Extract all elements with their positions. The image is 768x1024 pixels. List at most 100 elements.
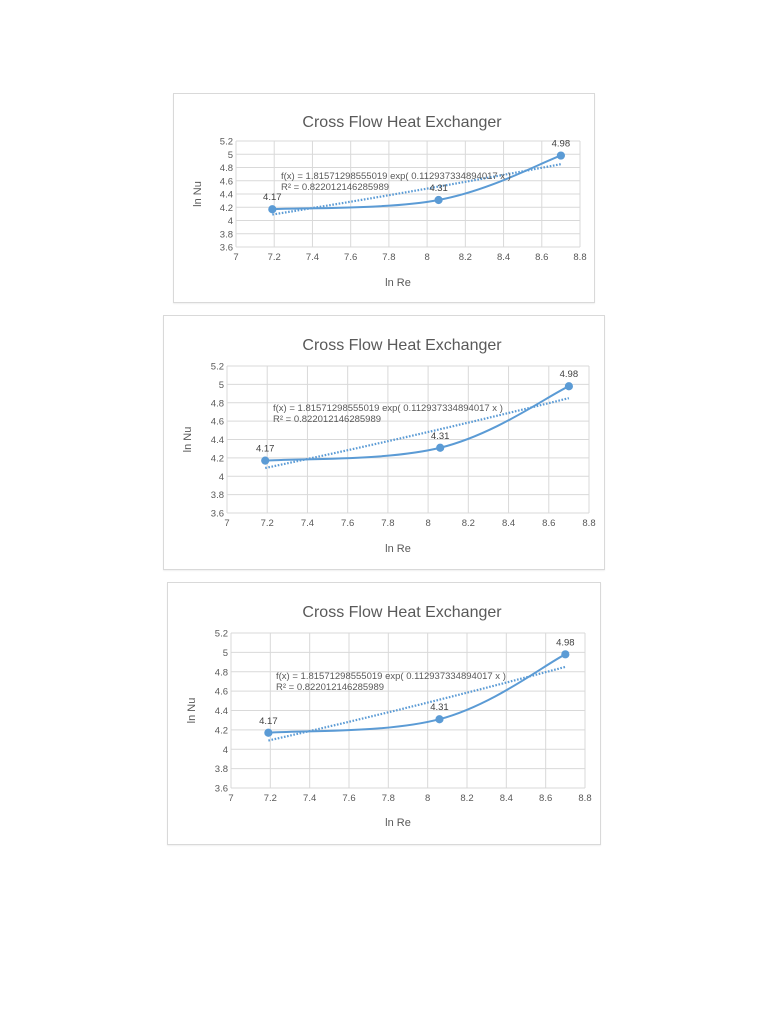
trendline [264,397,570,470]
y-tick-label: 4.2 [211,453,224,464]
x-tick-label: 8 [425,793,430,804]
chart-title: Cross Flow Heat Exchanger [302,337,502,354]
x-tick-label: 8.8 [582,518,595,529]
data-point-marker[interactable] [564,382,573,391]
x-axis-ticks: 7 7.2 7.4 7.6 7.8 8 8.2 8.4 8.6 8.8 [233,252,586,263]
y-tick-label: 3.6 [220,243,233,254]
x-tick-label: 8.6 [535,252,548,263]
chart-title: Cross Flow Heat Exchanger [302,114,502,131]
y-tick-label: 4.6 [211,417,224,428]
y-tick-label: 3.6 [215,784,228,795]
data-point-marker[interactable] [561,650,570,659]
y-tick-label: 5 [228,150,233,161]
x-axis-label: ln Re [385,543,411,555]
x-tick-label: 8.2 [462,518,475,529]
x-tick-label: 8.2 [460,793,473,804]
x-tick-label: 7 [224,518,229,529]
y-axis-ticks: 3.6 3.8 4 4.2 4.4 4.6 4.8 5 5.2 [211,362,224,520]
chart-svg: Cross Flow Heat Exchanger 3.6 3.8 4 4.2 4.4 4.… [192,114,587,289]
chart-svg: Cross Flow Heat Exchanger 3.6 3.8 4 4.2 4.4 4.… [186,604,592,829]
trendline-equation: f(x) = 1.81571298555019 exp( 0.112937334… [281,171,511,182]
x-tick-label: 7.2 [261,518,274,529]
data-label: 4.98 [556,637,575,648]
y-tick-label: 4 [219,472,224,483]
y-tick-label: 4 [228,216,233,227]
data-label: 4.31 [429,183,448,194]
x-tick-label: 7.6 [341,518,354,529]
r-squared-label: R² = 0.822012146285989 [281,182,389,193]
data-label: 4.17 [263,192,282,203]
x-tick-label: 7.8 [381,518,394,529]
gridlines [235,140,581,248]
x-tick-label: 7.4 [301,518,314,529]
chart-title: Cross Flow Heat Exchanger [302,604,502,621]
chart-svg: Cross Flow Heat Exchanger 3.6 3.8 4 4.2 4.4 4.… [182,337,596,555]
y-axis-label: ln Nu [182,427,194,453]
y-axis-ticks: 3.6 3.8 4 4.2 4.4 4.6 4.8 5 5.2 [215,629,228,795]
y-tick-label: 3.8 [220,229,233,240]
y-tick-label: 4.4 [220,190,233,201]
y-tick-label: 4.2 [220,203,233,214]
x-axis-label: ln Re [385,277,411,289]
data-point-marker[interactable] [261,456,270,465]
chart-card-2[interactable]: Cross Flow Heat Exchanger 3.6 3.8 4 4.2 4.4 4.… [163,315,605,570]
x-tick-label: 8.4 [497,252,510,263]
y-tick-label: 4 [223,745,228,756]
y-tick-label: 4.8 [220,163,233,174]
x-axis-label: ln Re [385,817,411,829]
x-tick-label: 8.8 [573,252,586,263]
x-tick-label: 8.4 [500,793,513,804]
gridlines [226,365,590,514]
r-squared-label: R² = 0.822012146285989 [273,414,381,425]
y-axis-label: ln Nu [192,181,204,207]
x-tick-label: 7.4 [306,252,319,263]
y-tick-label: 4.6 [215,687,228,698]
x-tick-label: 8.6 [539,793,552,804]
series-line [268,653,566,734]
x-tick-label: 8 [424,252,429,263]
y-tick-label: 3.8 [211,490,224,501]
data-label: 4.98 [560,369,579,380]
x-tick-label: 7.2 [268,252,281,263]
y-tick-label: 4.8 [215,667,228,678]
y-tick-label: 5.2 [220,137,233,148]
x-tick-label: 7.8 [382,252,395,263]
y-tick-label: 5.2 [215,629,228,640]
x-tick-label: 7 [233,252,238,263]
x-tick-label: 8.8 [578,793,591,804]
x-tick-label: 7.6 [342,793,355,804]
data-point-marker[interactable] [264,728,273,737]
x-tick-label: 8.2 [459,252,472,263]
x-tick-label: 7.6 [344,252,357,263]
x-axis-ticks: 7 7.2 7.4 7.6 7.8 8 8.2 8.4 8.6 8.8 [228,793,591,804]
data-label: 4.17 [256,444,275,455]
x-tick-label: 7.4 [303,793,316,804]
x-axis-ticks: 7 7.2 7.4 7.6 7.8 8 8.2 8.4 8.6 8.8 [224,518,595,529]
x-tick-label: 7.2 [264,793,277,804]
y-tick-label: 3.6 [211,509,224,520]
y-axis-label: ln Nu [186,698,198,724]
trendline [272,163,562,216]
y-tick-label: 4.4 [211,435,224,446]
y-tick-label: 4.2 [215,725,228,736]
x-tick-label: 8.6 [542,518,555,529]
y-tick-label: 4.8 [211,398,224,409]
data-point-marker[interactable] [436,443,445,452]
data-point-marker[interactable] [268,205,277,214]
data-label: 4.31 [431,431,450,442]
chart-card-1[interactable]: Cross Flow Heat Exchanger 3.6 3.8 4 4.2 4.4 4.… [173,93,595,303]
data-point-marker[interactable] [556,151,565,160]
x-tick-label: 7.8 [382,793,395,804]
y-tick-label: 4.4 [215,706,228,717]
x-tick-label: 8.4 [502,518,515,529]
y-tick-label: 4.6 [220,176,233,187]
x-tick-label: 7 [228,793,233,804]
data-label: 4.98 [552,139,571,150]
data-point-marker[interactable] [434,195,443,205]
y-tick-label: 3.8 [215,764,228,775]
data-label: 4.17 [259,716,278,727]
chart-card-3[interactable]: Cross Flow Heat Exchanger 3.6 3.8 4 4.2 4.4 4.… [167,582,601,845]
y-tick-label: 5 [219,380,224,391]
trendline-equation: f(x) = 1.81571298555019 exp( 0.112937334… [276,671,506,682]
data-point-marker[interactable] [435,715,444,724]
